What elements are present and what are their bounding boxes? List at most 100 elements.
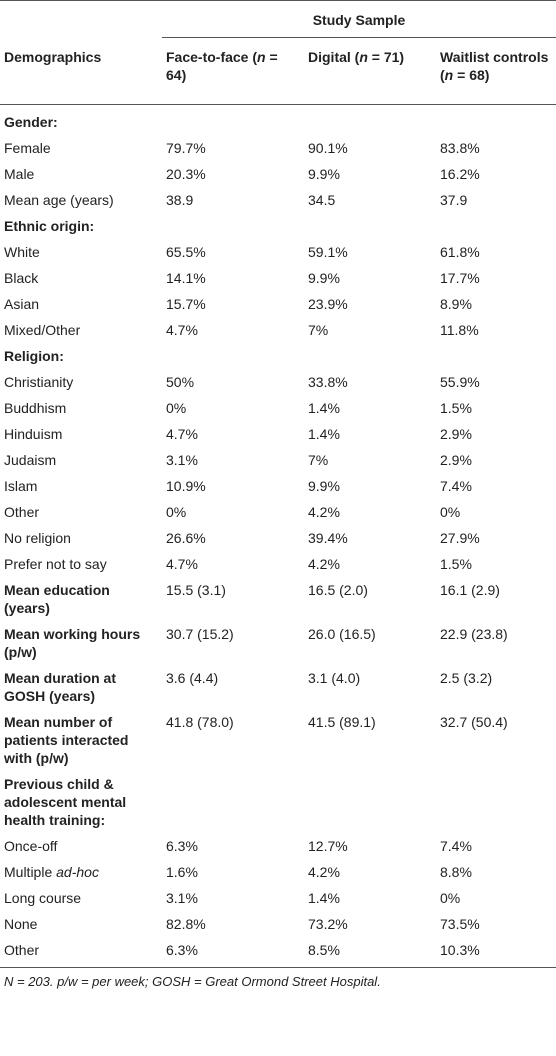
table-row: Mean working hours (p/w) 30.7 (15.2) 26.0 …	[0, 621, 556, 665]
table-row: Female 79.7% 90.1% 83.8%	[0, 135, 556, 161]
table-row: Other 6.3% 8.5% 10.3%	[0, 937, 556, 968]
table-row: Islam 10.9% 9.9% 7.4%	[0, 473, 556, 499]
cell-value: 83.8%	[440, 140, 480, 156]
table-row: Asian 15.7% 23.9% 8.9%	[0, 291, 556, 317]
text-part: Face-to-face (	[166, 49, 258, 65]
table-row: Mean education (years) 15.5 (3.1) 16.5 (2.…	[0, 577, 556, 621]
cell-value: 9.9%	[308, 478, 340, 494]
text-part: n	[444, 67, 454, 83]
cell-value: 16.1 (2.9)	[440, 582, 500, 598]
cell-value: 3.1%	[166, 452, 198, 468]
cell-value: 7%	[308, 452, 329, 468]
cell-value: 8.8%	[440, 864, 472, 880]
footnote: N = 203. p/w = per week; GOSH = Great Or…	[4, 974, 381, 989]
spanning-header-row: Study Sample	[0, 0, 556, 38]
text-part: ad-hoc	[56, 864, 99, 880]
cell-value: 17.7%	[440, 270, 480, 286]
row-label: Judaism	[4, 452, 57, 468]
cell-value: 3.1 (4.0)	[308, 670, 361, 686]
text-part: = 64)	[166, 49, 278, 83]
row-label: Other	[4, 504, 40, 520]
cell-value: 12.7%	[308, 838, 348, 854]
cell-value: 4.7%	[166, 556, 198, 572]
cell-value: 15.5 (3.1)	[166, 582, 226, 598]
cell-value: 4.7%	[166, 426, 198, 442]
cell-value: 3.6 (4.4)	[166, 670, 219, 686]
cell-value: 82.8%	[166, 916, 206, 932]
row-label: Gender:	[4, 114, 58, 130]
cell-value	[304, 105, 436, 136]
row-label: Previous child & adolescent mental healt…	[4, 776, 127, 828]
cell-value: 22.9 (23.8)	[440, 626, 508, 642]
cell-value: 0%	[440, 504, 461, 520]
table-row: Black 14.1% 9.9% 17.7%	[0, 265, 556, 291]
cell-value: 10.9%	[166, 478, 206, 494]
row-label: Religion:	[4, 348, 64, 364]
cell-value: 2.9%	[440, 426, 472, 442]
cell-value: 4.2%	[308, 504, 340, 520]
cell-value	[162, 343, 304, 369]
cell-value: 14.1%	[166, 270, 206, 286]
column-header: Waitlist controls (n = 68)	[436, 37, 556, 105]
row-label: Female	[4, 140, 51, 156]
cell-value: 8.9%	[440, 296, 472, 312]
cell-value: 1.4%	[308, 400, 340, 416]
cell-value: 0%	[166, 400, 187, 416]
cell-value	[162, 213, 304, 239]
row-label: Asian	[4, 296, 40, 312]
cell-value: 1.4%	[308, 426, 340, 442]
cell-value: 3.1%	[166, 890, 198, 906]
cell-value	[436, 343, 556, 369]
cell-value: 9.9%	[308, 166, 340, 182]
table-row: Long course 3.1% 1.4% 0%	[0, 885, 556, 911]
row-label: Black	[4, 270, 39, 286]
table-row: Prefer not to say 4.7% 4.2% 1.5%	[0, 551, 556, 577]
cell-value: 23.9%	[308, 296, 348, 312]
cell-value	[162, 105, 304, 136]
cell-value: 1.6%	[166, 864, 198, 880]
column-header: Demographics	[0, 37, 162, 105]
cell-value: 38.9	[166, 192, 194, 208]
row-label: None	[4, 916, 38, 932]
cell-value: 8.5%	[304, 937, 436, 968]
cell-value: 20.3%	[166, 166, 206, 182]
cell-value	[436, 213, 556, 239]
cell-value: 73.2%	[308, 916, 348, 932]
row-label: Mixed/Other	[4, 322, 81, 338]
text-part: = 68)	[453, 67, 490, 83]
table-row: Mixed/Other 4.7% 7% 11.8%	[0, 317, 556, 343]
row-label: Once-off	[4, 838, 58, 854]
cell-value: 50%	[166, 374, 195, 390]
table-row: Buddhism 0% 1.4% 1.5%	[0, 395, 556, 421]
table-row: Mean number of patients interacted with …	[0, 709, 556, 771]
row-label: Christianity	[4, 374, 74, 390]
row-label: Mean working hours (p/w)	[4, 626, 141, 660]
cell-value: 41.5 (89.1)	[308, 714, 376, 730]
cell-value: 16.2%	[440, 166, 480, 182]
cell-value	[162, 771, 304, 833]
table-row: Once-off 6.3% 12.7% 7.4%	[0, 833, 556, 859]
table-row: Gender:	[0, 105, 556, 136]
cell-value: 1.4%	[308, 890, 340, 906]
table-row: Judaism 3.1% 7% 2.9%	[0, 447, 556, 473]
row-label: White	[4, 244, 40, 260]
table-row: No religion 26.6% 39.4% 27.9%	[0, 525, 556, 551]
cell-value: 7%	[308, 322, 329, 338]
row-label: No religion	[4, 530, 71, 546]
cell-value: 34.5	[308, 192, 336, 208]
text-part: Multiple	[4, 864, 57, 880]
column-header-row: Demographics Face-to-face ( n = 64) Digital…	[0, 37, 556, 105]
text-part: Waitlist controls (	[440, 49, 549, 83]
text-part: n	[359, 49, 368, 65]
study-sample-header: Study Sample	[162, 0, 556, 38]
row-label: Buddhism	[4, 400, 67, 416]
table-row: None 82.8% 73.2% 73.5%	[0, 911, 556, 937]
cell-value: 90.1%	[308, 140, 348, 156]
column-header: Digital (n = 71)	[304, 37, 436, 105]
cell-value: 9.9%	[308, 270, 340, 286]
row-label: Male	[4, 166, 35, 182]
table-row: Other 0% 4.2% 0%	[0, 499, 556, 525]
cell-value: 7.4%	[440, 838, 472, 854]
cell-value: 1.5%	[440, 556, 472, 572]
